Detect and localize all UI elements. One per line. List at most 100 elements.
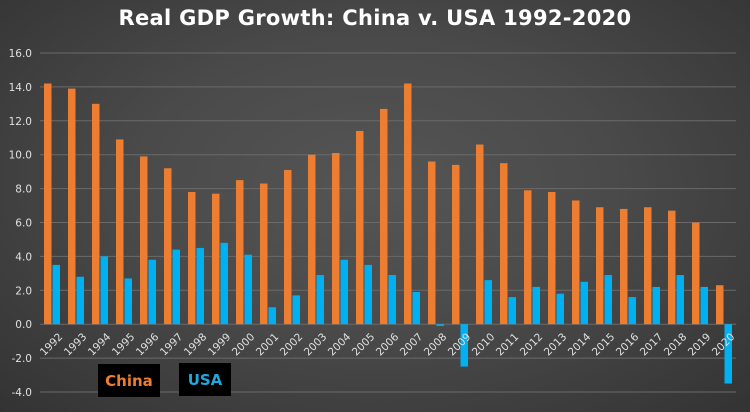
x-tick-label: 2000 bbox=[230, 331, 257, 358]
x-tick-label: 2004 bbox=[326, 331, 354, 359]
y-tick-label: -2.0 bbox=[12, 353, 33, 365]
bar-china-2014 bbox=[572, 200, 580, 325]
x-tick-label: 2016 bbox=[614, 331, 642, 359]
bar-usa-1992 bbox=[52, 264, 60, 325]
bar-usa-1994 bbox=[100, 256, 108, 325]
x-axis-ticks: 1992199319941995199619971998199920002001… bbox=[38, 331, 737, 359]
bar-usa-2017 bbox=[652, 286, 660, 325]
bar-china-1992 bbox=[44, 83, 52, 325]
bars bbox=[44, 83, 732, 384]
bar-usa-2011 bbox=[508, 297, 516, 325]
x-tick-label: 2020 bbox=[710, 331, 737, 358]
bar-china-1996 bbox=[140, 156, 148, 325]
x-tick-label: 1997 bbox=[158, 331, 185, 358]
bar-china-2004 bbox=[332, 153, 340, 325]
bar-china-2016 bbox=[620, 208, 628, 325]
x-tick-label: 2011 bbox=[494, 331, 521, 358]
bar-china-1994 bbox=[92, 103, 100, 325]
y-axis-ticks: 16.0 14.0 12.0 10.0 8.0 6.0 4.0 2.0 0.0 -2.0 -4.0 bbox=[9, 48, 32, 399]
x-tick-label: 2003 bbox=[302, 331, 329, 358]
bar-usa-1995 bbox=[124, 278, 132, 325]
bar-usa-2013 bbox=[556, 293, 564, 325]
bar-usa-1996 bbox=[148, 259, 156, 325]
bar-china-1997 bbox=[164, 168, 172, 325]
bar-usa-2002 bbox=[292, 295, 300, 325]
legend-china: China bbox=[98, 364, 160, 397]
bar-china-2002 bbox=[284, 169, 292, 325]
bar-china-2013 bbox=[548, 191, 556, 325]
x-tick-label: 1996 bbox=[134, 331, 162, 359]
x-tick-label: 2010 bbox=[470, 331, 497, 358]
bar-usa-2008 bbox=[436, 324, 444, 326]
x-tick-label: 2008 bbox=[422, 331, 449, 358]
bar-usa-2001 bbox=[268, 307, 276, 325]
bar-china-2003 bbox=[308, 154, 316, 325]
bar-china-2018 bbox=[668, 210, 676, 325]
bar-china-2007 bbox=[404, 83, 412, 325]
bar-usa-2012 bbox=[532, 286, 540, 325]
bar-usa-1997 bbox=[172, 249, 180, 325]
bar-usa-2000 bbox=[244, 254, 252, 325]
x-tick-label: 1999 bbox=[206, 331, 233, 358]
bar-usa-2009 bbox=[460, 324, 468, 367]
bar-china-2008 bbox=[428, 161, 436, 325]
bar-usa-2016 bbox=[628, 297, 636, 325]
x-tick-label: 1995 bbox=[110, 331, 137, 358]
bar-china-2011 bbox=[500, 163, 508, 325]
x-tick-label: 2006 bbox=[374, 331, 402, 359]
bar-china-2019 bbox=[692, 222, 700, 325]
x-tick-label: 1994 bbox=[86, 331, 114, 359]
x-tick-label: 2005 bbox=[350, 331, 377, 358]
bar-usa-2015 bbox=[604, 275, 612, 325]
bar-usa-2006 bbox=[388, 275, 396, 325]
bar-usa-2007 bbox=[412, 291, 420, 325]
bar-china-2009 bbox=[452, 164, 460, 325]
x-tick-label: 2001 bbox=[254, 331, 281, 358]
bar-usa-2010 bbox=[484, 280, 492, 325]
bar-usa-1993 bbox=[76, 276, 84, 325]
x-tick-label: 2014 bbox=[566, 331, 594, 359]
x-tick-label: 2015 bbox=[590, 331, 617, 358]
bar-china-1999 bbox=[212, 193, 220, 325]
bar-china-2005 bbox=[356, 130, 364, 325]
bar-usa-2003 bbox=[316, 275, 324, 325]
y-tick-label: 6.0 bbox=[15, 218, 32, 230]
x-tick-label: 2018 bbox=[662, 331, 689, 358]
x-tick-label: 2009 bbox=[446, 331, 473, 358]
x-tick-label: 1993 bbox=[62, 331, 89, 358]
y-tick-label: 12.0 bbox=[9, 116, 32, 128]
bar-usa-2005 bbox=[364, 264, 372, 325]
x-tick-label: 2012 bbox=[518, 331, 545, 358]
bar-usa-2004 bbox=[340, 259, 348, 325]
bar-china-2017 bbox=[644, 207, 652, 325]
bar-china-2012 bbox=[524, 190, 532, 325]
bar-usa-1999 bbox=[220, 242, 228, 325]
x-tick-label: 1992 bbox=[38, 331, 65, 358]
y-tick-label: 8.0 bbox=[15, 184, 32, 196]
y-tick-label: 4.0 bbox=[15, 251, 32, 263]
y-tick-label: -4.0 bbox=[12, 387, 33, 399]
y-tick-label: 14.0 bbox=[9, 82, 32, 94]
bar-usa-1998 bbox=[196, 247, 204, 325]
y-tick-label: 0.0 bbox=[15, 319, 32, 331]
y-tick-label: 2.0 bbox=[15, 285, 32, 297]
x-tick-label: 2019 bbox=[686, 331, 713, 358]
legend-china-label: China bbox=[105, 371, 153, 390]
x-tick-label: 2017 bbox=[638, 331, 665, 358]
y-tick-label: 16.0 bbox=[9, 48, 32, 60]
bar-china-2006 bbox=[380, 108, 388, 325]
bar-china-1998 bbox=[188, 191, 196, 325]
bar-usa-2019 bbox=[700, 286, 708, 325]
bar-usa-2020 bbox=[724, 324, 732, 384]
bar-china-1995 bbox=[116, 139, 124, 325]
x-tick-label: 1998 bbox=[182, 331, 209, 358]
bar-china-2020 bbox=[716, 285, 724, 325]
chart-title: Real GDP Growth: China v. USA 1992-2020 bbox=[118, 6, 632, 30]
bar-usa-2014 bbox=[580, 281, 588, 325]
x-tick-label: 2013 bbox=[542, 331, 569, 358]
legend-usa: USA bbox=[179, 363, 231, 396]
y-tick-label: 10.0 bbox=[9, 150, 32, 162]
legend-usa-label: USA bbox=[187, 370, 223, 389]
